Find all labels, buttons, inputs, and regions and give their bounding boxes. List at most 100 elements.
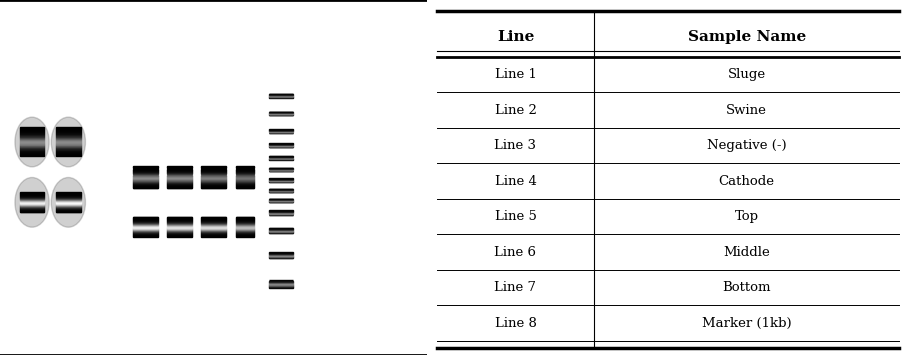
Text: Swine: Swine xyxy=(726,104,767,116)
Text: 3: 3 xyxy=(100,18,109,31)
Bar xyxy=(269,211,293,212)
Bar xyxy=(56,209,81,210)
Bar xyxy=(56,135,81,136)
Bar xyxy=(201,176,226,177)
Bar xyxy=(133,181,157,182)
Bar xyxy=(167,168,192,169)
Bar xyxy=(167,223,192,224)
Bar xyxy=(235,232,254,233)
Bar xyxy=(133,175,157,176)
Bar xyxy=(56,137,81,138)
Text: Middle: Middle xyxy=(724,246,770,258)
Bar xyxy=(167,227,192,228)
Bar xyxy=(56,199,81,200)
Bar xyxy=(133,236,157,237)
Bar xyxy=(235,219,254,220)
Bar xyxy=(20,211,45,212)
Bar xyxy=(167,174,192,175)
Text: Sample Name: Sample Name xyxy=(687,30,806,44)
Bar xyxy=(235,229,254,230)
Text: Sluge: Sluge xyxy=(728,68,765,81)
Bar xyxy=(20,197,45,198)
Bar xyxy=(167,235,192,236)
Bar xyxy=(56,136,81,137)
Bar xyxy=(56,210,81,211)
Bar xyxy=(201,171,226,172)
Text: Line: Line xyxy=(497,30,534,44)
Bar xyxy=(167,169,192,170)
Text: Line 2: Line 2 xyxy=(494,104,536,116)
Bar xyxy=(235,180,254,181)
Bar xyxy=(20,155,45,156)
Bar xyxy=(167,175,192,176)
Bar xyxy=(56,133,81,134)
Bar xyxy=(133,227,157,228)
Bar xyxy=(235,182,254,183)
Bar xyxy=(56,208,81,209)
Bar xyxy=(56,202,81,203)
Bar xyxy=(133,185,157,186)
Text: Bottom: Bottom xyxy=(723,281,771,294)
Bar xyxy=(20,128,45,129)
Bar xyxy=(167,167,192,168)
Bar xyxy=(56,193,81,194)
Bar xyxy=(235,225,254,226)
Text: 5: 5 xyxy=(175,18,184,31)
Ellipse shape xyxy=(15,178,49,227)
Text: 8: 8 xyxy=(276,18,285,31)
Bar xyxy=(235,231,254,232)
Bar xyxy=(201,175,226,176)
Bar xyxy=(201,166,226,167)
Bar xyxy=(235,174,254,175)
Bar xyxy=(167,183,192,184)
Bar xyxy=(20,201,45,202)
Bar xyxy=(269,280,293,281)
Bar xyxy=(201,225,226,226)
Bar xyxy=(56,141,81,142)
Bar xyxy=(201,181,226,182)
Ellipse shape xyxy=(51,117,85,167)
Bar xyxy=(167,171,192,172)
Bar xyxy=(167,233,192,234)
Bar xyxy=(235,177,254,178)
Bar xyxy=(20,152,45,153)
Bar xyxy=(133,220,157,221)
Bar xyxy=(56,130,81,131)
Bar xyxy=(20,202,45,203)
Bar xyxy=(20,154,45,155)
Bar xyxy=(133,170,157,171)
Bar xyxy=(133,223,157,224)
Bar xyxy=(269,284,293,285)
Bar xyxy=(167,220,192,221)
Bar xyxy=(201,187,226,188)
Bar xyxy=(201,179,226,180)
Bar xyxy=(20,199,45,200)
Bar xyxy=(133,224,157,225)
Bar xyxy=(269,283,293,284)
Bar xyxy=(56,143,81,144)
Bar xyxy=(56,128,81,129)
Bar xyxy=(56,207,81,208)
Bar xyxy=(235,220,254,221)
Bar xyxy=(56,211,81,212)
Bar xyxy=(235,236,254,237)
Bar xyxy=(167,230,192,231)
Bar xyxy=(269,229,293,230)
Bar xyxy=(56,152,81,153)
Bar xyxy=(56,131,81,132)
Bar xyxy=(133,168,157,169)
Bar xyxy=(235,230,254,231)
Bar xyxy=(133,233,157,234)
Bar xyxy=(56,203,81,204)
Bar xyxy=(133,218,157,219)
Bar xyxy=(133,235,157,236)
Bar xyxy=(167,236,192,237)
Bar xyxy=(201,169,226,170)
Bar xyxy=(201,219,226,220)
Bar xyxy=(167,179,192,180)
Bar xyxy=(167,221,192,222)
Bar xyxy=(56,145,81,146)
Bar xyxy=(20,207,45,208)
Bar xyxy=(167,181,192,182)
Bar xyxy=(133,178,157,179)
